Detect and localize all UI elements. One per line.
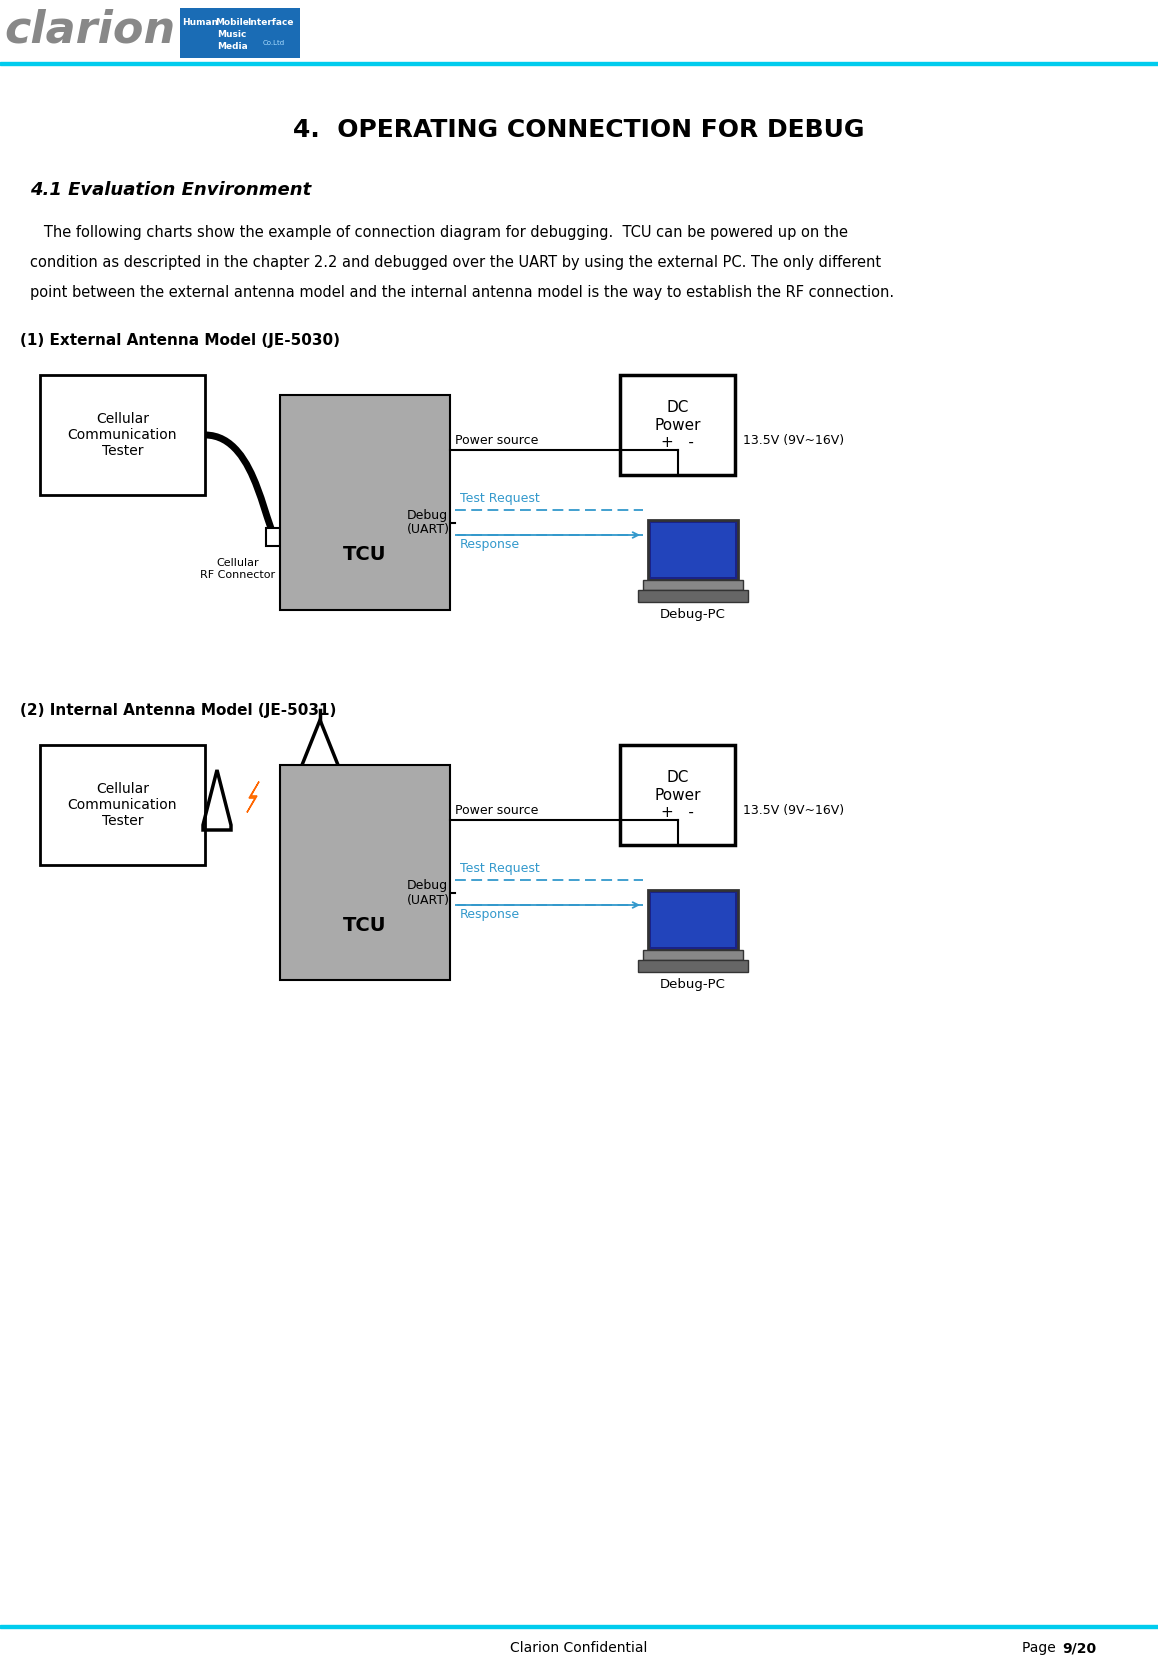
Bar: [638, 960, 748, 971]
Bar: [41, 375, 205, 495]
Text: Response: Response: [460, 908, 520, 921]
Bar: [280, 765, 450, 980]
Bar: [0, 62, 1158, 65]
Text: 4.1 Evaluation Environment: 4.1 Evaluation Environment: [30, 182, 312, 198]
Text: (2) Internal Antenna Model (JE-5031): (2) Internal Antenna Model (JE-5031): [20, 703, 336, 718]
Text: Debug
(UART): Debug (UART): [406, 508, 450, 536]
Text: Debug-PC: Debug-PC: [660, 608, 726, 621]
Text: Co.Ltd: Co.Ltd: [263, 40, 285, 47]
Text: DC
Power
+   -: DC Power + -: [654, 400, 701, 450]
Text: Response: Response: [460, 538, 520, 551]
Text: Power source: Power source: [455, 805, 538, 816]
Polygon shape: [247, 781, 259, 813]
Text: 9/20: 9/20: [1062, 1641, 1097, 1654]
Text: DC
Power
+   -: DC Power + -: [654, 770, 701, 820]
Bar: [179, 8, 300, 58]
Text: Cellular
Communication
Tester: Cellular Communication Tester: [68, 412, 177, 458]
Bar: [0, 1624, 1158, 1628]
Text: Mobile: Mobile: [215, 18, 249, 27]
Text: TCU: TCU: [343, 916, 387, 935]
Bar: [648, 520, 738, 580]
Text: point between the external antenna model and the internal antenna model is the w: point between the external antenna model…: [30, 285, 894, 300]
Text: Interface: Interface: [247, 18, 293, 27]
Text: Power source: Power source: [455, 435, 538, 446]
Bar: [280, 395, 450, 610]
Text: Media: Media: [217, 42, 248, 52]
Text: Debug
(UART): Debug (UART): [406, 878, 450, 906]
Text: Cellular
RF Connector: Cellular RF Connector: [200, 558, 274, 580]
Text: 13.5V (9V~16V): 13.5V (9V~16V): [743, 805, 844, 816]
Text: condition as descripted in the chapter 2.2 and debugged over the UART by using t: condition as descripted in the chapter 2…: [30, 255, 881, 270]
Text: Test Request: Test Request: [460, 491, 540, 505]
Bar: [643, 580, 743, 590]
Bar: [41, 745, 205, 865]
Text: Page: Page: [1021, 1641, 1060, 1654]
Text: Human: Human: [182, 18, 218, 27]
Text: (1) External Antenna Model (JE-5030): (1) External Antenna Model (JE-5030): [20, 333, 340, 348]
Text: clarion: clarion: [5, 8, 176, 52]
Bar: [643, 950, 743, 960]
Text: TCU: TCU: [343, 545, 387, 565]
Bar: [620, 745, 735, 845]
Bar: [651, 893, 735, 946]
Text: 4.  OPERATING CONNECTION FOR DEBUG: 4. OPERATING CONNECTION FOR DEBUG: [293, 118, 865, 142]
Text: The following charts show the example of connection diagram for debugging.  TCU : The following charts show the example of…: [30, 225, 848, 240]
Bar: [620, 375, 735, 475]
Text: Cellular
Communication
Tester: Cellular Communication Tester: [68, 781, 177, 828]
Text: 13.5V (9V~16V): 13.5V (9V~16V): [743, 435, 844, 446]
Text: Test Request: Test Request: [460, 861, 540, 875]
Bar: [648, 890, 738, 950]
Bar: [266, 528, 280, 546]
Text: Clarion Confidential: Clarion Confidential: [511, 1641, 647, 1654]
Bar: [651, 523, 735, 576]
Text: Debug-PC: Debug-PC: [660, 978, 726, 991]
Bar: [638, 590, 748, 601]
Text: Music: Music: [218, 30, 247, 38]
